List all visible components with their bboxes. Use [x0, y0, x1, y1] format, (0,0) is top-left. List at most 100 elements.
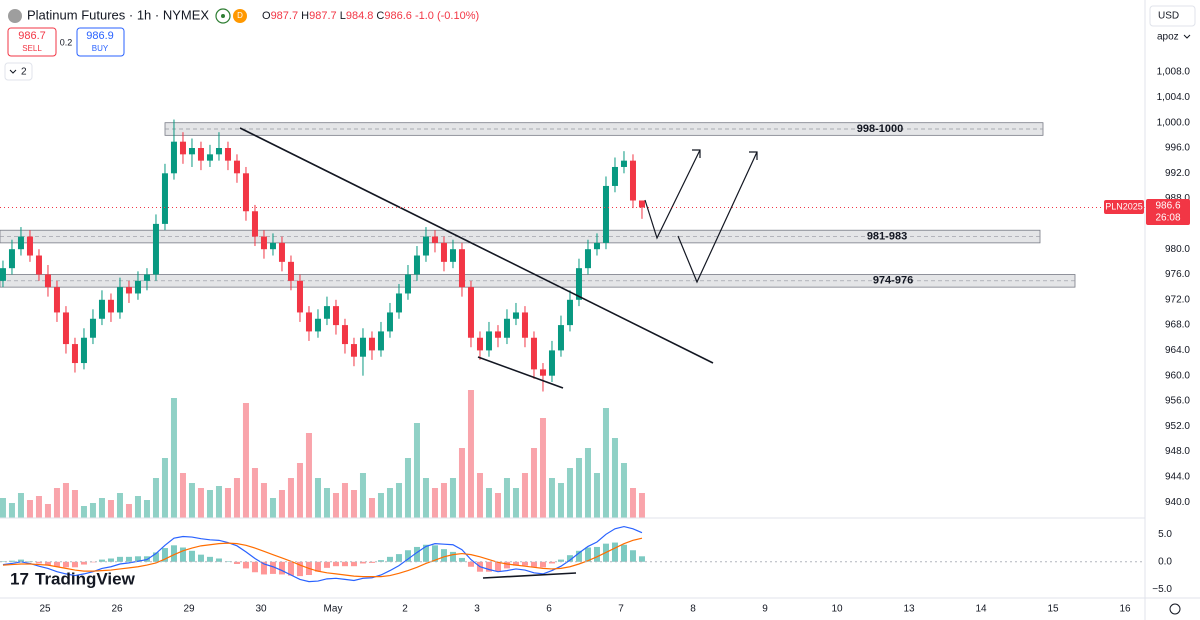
y-tick-label: 964.0 [1165, 345, 1190, 356]
volume-bar [386, 488, 393, 518]
volume-bar [431, 488, 438, 518]
currency-button[interactable] [1149, 5, 1196, 27]
volume-bar [233, 478, 240, 518]
y-tick-label: 952.0 [1165, 421, 1190, 432]
histogram-bar [260, 561, 267, 575]
volume-bar [350, 490, 357, 518]
candle-body [62, 312, 69, 345]
candle-body [269, 242, 276, 250]
dividend-badge[interactable] [233, 9, 247, 23]
histogram-bar [287, 561, 294, 576]
indicators-toggle[interactable] [4, 62, 33, 81]
volume-bar [584, 448, 591, 518]
histogram-bar [170, 545, 177, 562]
settings-icon[interactable] [1169, 603, 1181, 615]
visibility-icon[interactable] [215, 8, 231, 24]
volume-bar [107, 500, 114, 518]
candle-body [521, 312, 528, 338]
histogram-bar [413, 546, 420, 562]
histogram-bar [503, 561, 510, 569]
candle-body [620, 160, 627, 167]
volume-bar [161, 458, 168, 518]
volume-bar [17, 493, 24, 518]
volume-bar [638, 493, 645, 518]
histogram-bar [62, 561, 69, 568]
volume-bar [332, 493, 339, 518]
histogram-bar [530, 561, 537, 568]
candle-body [233, 160, 240, 174]
visibility-icon [221, 14, 225, 18]
countdown: 26:08 [1155, 213, 1180, 224]
y-tick-label: 1,008.0 [1157, 67, 1191, 78]
histogram-bar [161, 548, 168, 562]
histogram-bar [566, 555, 573, 562]
candle-body [557, 325, 564, 351]
candle-body [134, 280, 141, 294]
candle-body [188, 148, 195, 155]
user: apoz [1157, 32, 1179, 43]
volume-bar [80, 506, 87, 518]
buy-button[interactable] [76, 27, 125, 57]
candle-body [143, 274, 150, 281]
volume-bar [557, 483, 564, 518]
volume-bar [359, 473, 366, 518]
candle-body [404, 274, 411, 294]
histogram-bar [251, 561, 258, 573]
candle-body [125, 287, 132, 294]
volume-bar [494, 493, 501, 518]
x-tick-label: 25 [39, 604, 51, 615]
trend-line [239, 127, 714, 364]
y-tick-label: 992.0 [1165, 168, 1190, 179]
sell-button[interactable] [7, 27, 57, 57]
volume-bar [224, 488, 231, 518]
histogram-bar [269, 561, 276, 574]
candle-body [602, 185, 609, 243]
candle-body [287, 261, 294, 281]
zone-label: 998-1000 [857, 123, 904, 135]
histogram-bar [629, 550, 636, 562]
histogram-bar [521, 561, 528, 566]
volume-bar [206, 490, 213, 518]
candle-body [224, 148, 231, 161]
candle-body [368, 337, 375, 351]
volume-bar [602, 408, 609, 518]
candle-body [485, 331, 492, 351]
x-tick-label: 10 [831, 604, 843, 615]
x-tick-label: May [324, 604, 343, 615]
histogram-bar [179, 547, 186, 562]
brand[interactable]: TradingView [35, 569, 136, 588]
volume-bar [242, 403, 249, 518]
volume-bar [197, 488, 204, 518]
macd-line [2, 525, 643, 583]
candle-body [566, 299, 573, 326]
candle-body [512, 312, 519, 319]
signal-line [2, 537, 643, 578]
candle-body [71, 344, 78, 364]
candle-body [629, 160, 636, 201]
histogram-bar [422, 544, 429, 562]
macd-tick-label: −5.0 [1152, 584, 1172, 595]
volume-bar [530, 448, 537, 518]
histogram-bar [152, 552, 159, 562]
volume-bar [395, 483, 402, 518]
candle-body [215, 148, 222, 155]
histogram-bar [116, 556, 123, 562]
symbol-title[interactable]: Platinum Futures · 1h · NYMEX [27, 7, 209, 22]
histogram-bar [431, 545, 438, 562]
histogram-bar [134, 556, 141, 562]
histogram-bar [620, 544, 627, 562]
x-tick-label: 6 [546, 604, 552, 615]
y-tick-label: 968.0 [1165, 320, 1190, 331]
ohlc-value: 987.7 [309, 10, 337, 22]
histogram-bar [485, 561, 492, 572]
candle-body [0, 268, 6, 281]
histogram-bar [575, 550, 582, 562]
zone-label: 974-976 [873, 275, 913, 287]
histogram-bar [377, 560, 384, 562]
candle-body [332, 306, 339, 326]
histogram-bar [71, 561, 78, 568]
histogram-bar [323, 561, 330, 568]
histogram-bar [368, 561, 375, 563]
y-tick-label: 948.0 [1165, 446, 1190, 457]
